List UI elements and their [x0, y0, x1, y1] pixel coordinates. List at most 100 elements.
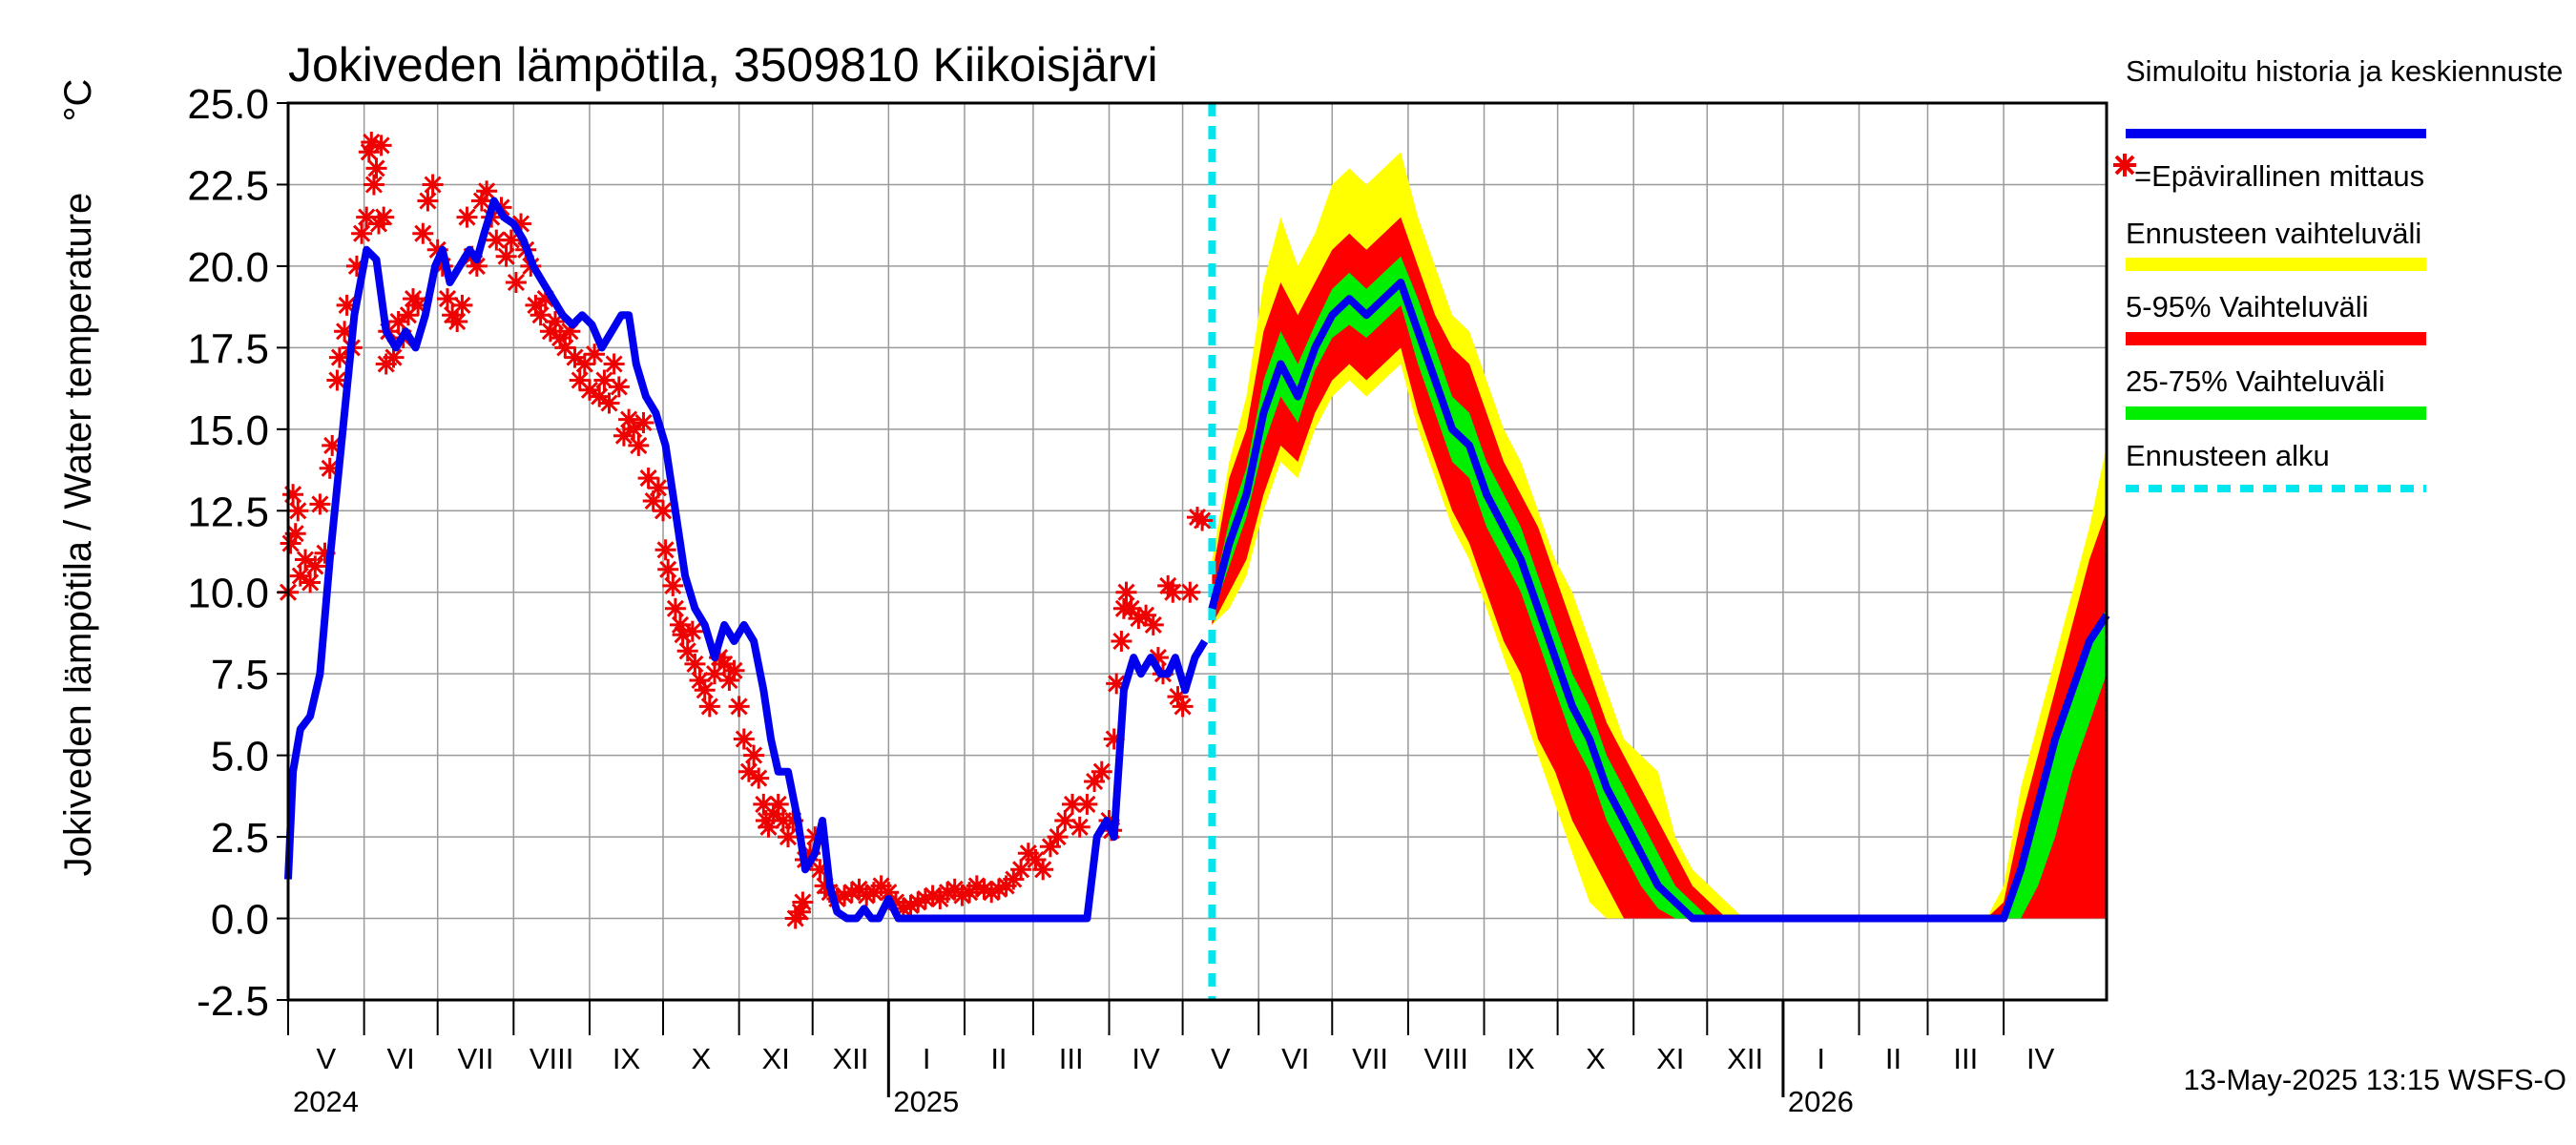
observation-point — [287, 500, 309, 522]
observations-layer — [278, 132, 1214, 929]
y-tick-label: 10.0 — [187, 571, 269, 617]
legend-range-label: Ennusteen vaihteluväli — [2126, 217, 2421, 250]
observation-point — [447, 311, 468, 332]
month-label: XII — [833, 1042, 869, 1075]
month-label: V — [316, 1042, 336, 1075]
observation-point — [370, 135, 392, 156]
month-label: VII — [458, 1042, 494, 1075]
observation-point — [1179, 581, 1201, 603]
observation-point — [373, 206, 395, 228]
observation-point — [280, 532, 301, 554]
observation-point — [456, 206, 478, 228]
month-label: XII — [1727, 1042, 1763, 1075]
observation-point — [647, 477, 669, 499]
legend-p2575-label: 25-75% Vaihteluväli — [2126, 364, 2385, 398]
forecast-median-line — [1208, 279, 2110, 923]
observation-point — [778, 826, 799, 848]
observation-point — [694, 679, 716, 701]
observation-point — [684, 653, 706, 675]
month-label: IV — [2026, 1042, 2055, 1075]
observation-point — [743, 744, 765, 766]
observation-point — [309, 493, 331, 515]
month-label: II — [1885, 1042, 1901, 1075]
month-label: XI — [1656, 1042, 1684, 1075]
observation-point — [1010, 859, 1032, 881]
observation-point — [767, 793, 789, 815]
month-label: III — [1059, 1042, 1084, 1075]
observation-point — [792, 891, 814, 913]
observation-point — [365, 157, 387, 179]
y-tick-label: 12.5 — [187, 489, 269, 535]
observation-point — [1069, 816, 1091, 838]
observation-point — [1115, 581, 1137, 603]
observation-point — [282, 484, 304, 506]
observation-point — [737, 760, 759, 782]
observation-point — [598, 392, 620, 414]
observation-point — [295, 549, 316, 571]
observation-point — [657, 558, 679, 580]
observation-point — [1047, 826, 1069, 848]
y-tick-label: 20.0 — [187, 244, 269, 291]
month-label: VIII — [530, 1042, 574, 1075]
observation-point — [1142, 614, 1164, 635]
month-label: VII — [1352, 1042, 1388, 1075]
year-label: 2026 — [1788, 1085, 1854, 1118]
month-label: X — [1586, 1042, 1606, 1075]
legend-obs-marker — [2113, 154, 2136, 177]
y-tick-label: 7.5 — [211, 652, 269, 698]
month-label: XI — [762, 1042, 790, 1075]
observation-point — [633, 412, 654, 433]
observation-point — [653, 500, 674, 522]
year-label: 2024 — [293, 1085, 359, 1118]
grid-layer — [288, 102, 2107, 1001]
year-label: 2025 — [893, 1085, 959, 1118]
month-label: VI — [1281, 1042, 1309, 1075]
observation-point — [1120, 597, 1142, 619]
observation-point — [1192, 510, 1214, 531]
simulated-history-line — [284, 197, 1209, 923]
plot-frame — [286, 101, 2109, 1002]
observation-point — [412, 222, 434, 244]
observation-point — [505, 272, 527, 293]
observation-point — [733, 728, 755, 750]
y-axis-label: Jokiveden lämpötila / Water temperature — [57, 193, 99, 877]
timestamp: 13-May-2025 13:15 WSFS-O — [2184, 1063, 2566, 1096]
observation-point — [1084, 771, 1106, 792]
observation-point — [363, 174, 384, 196]
observation-point — [714, 653, 736, 675]
observation-point — [1032, 859, 1054, 881]
legend: Simuloitu historia ja keskiennuste =Epäv… — [2113, 54, 2563, 492]
legend-sim-label: Simuloitu historia ja keskiennuste — [2126, 54, 2563, 88]
observation-point — [1091, 760, 1112, 782]
observation-point — [304, 555, 326, 577]
legend-p595-label: 5-95% Vaihteluväli — [2126, 290, 2368, 323]
observation-point — [569, 369, 591, 391]
month-label: III — [1953, 1042, 1978, 1075]
month-label: X — [691, 1042, 711, 1075]
observation-point — [662, 574, 684, 596]
observation-point — [564, 346, 586, 368]
observation-point — [723, 659, 745, 681]
y-axis-unit: °C — [57, 79, 99, 122]
observation-point — [1135, 604, 1157, 626]
observation-point — [748, 767, 770, 789]
observation-point — [361, 132, 383, 153]
y-tick-label: 5.0 — [211, 734, 269, 781]
observation-point — [417, 190, 439, 212]
observation-point — [300, 572, 322, 593]
observation-point — [466, 255, 488, 277]
month-label: II — [990, 1042, 1007, 1075]
y-tick-label: 25.0 — [187, 81, 269, 128]
observation-point — [476, 180, 498, 202]
observation-point — [470, 190, 492, 212]
y-tick-label: 0.0 — [211, 897, 269, 944]
month-label: IX — [613, 1042, 641, 1075]
observation-point — [603, 353, 625, 375]
month-label: VI — [387, 1042, 415, 1075]
observation-point — [728, 696, 750, 718]
observation-point — [1076, 793, 1098, 815]
observation-point — [637, 468, 659, 489]
month-label: VIII — [1423, 1042, 1468, 1075]
month-label: IX — [1506, 1042, 1535, 1075]
